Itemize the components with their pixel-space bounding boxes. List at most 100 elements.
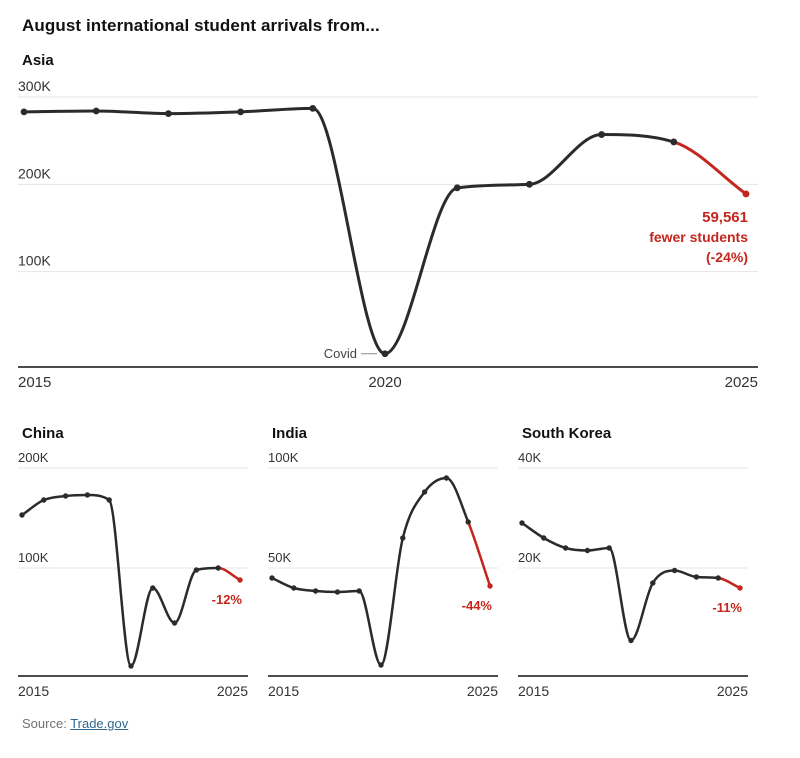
decline-annotation: fewer students — [649, 229, 748, 245]
y-tick-label: 100K — [18, 550, 49, 565]
data-point-dot — [269, 575, 275, 581]
data-point-dot — [128, 663, 134, 669]
data-point-dot — [171, 620, 178, 626]
data-point-dot — [443, 475, 450, 481]
data-point-dot — [541, 535, 547, 541]
series-line-decline — [672, 140, 748, 196]
chart-title-south-korea: South Korea — [522, 425, 612, 442]
decline-annotation: 59,561 — [702, 209, 748, 226]
data-point-dot — [562, 545, 569, 551]
data-point-dot — [606, 545, 612, 551]
line-chart-india: 100K 50K 2015 2025 -44% — [268, 450, 498, 699]
decline-annotation: -44% — [462, 598, 493, 613]
series-line — [520, 521, 720, 642]
data-point-dot — [519, 520, 525, 526]
data-point-dot — [378, 662, 384, 668]
series-line — [20, 493, 220, 668]
gridlines — [268, 467, 498, 569]
data-point-dot — [309, 104, 317, 112]
page-title: August international student arrivals fr… — [22, 16, 380, 35]
chart-title-china: China — [22, 425, 64, 442]
data-point-dot — [421, 489, 428, 495]
y-tick-label: 100K — [18, 253, 51, 269]
y-tick-label: 20K — [518, 550, 541, 565]
y-tick-label: 100K — [268, 450, 299, 465]
series-line-decline — [466, 520, 492, 588]
decline-annotation: -11% — [712, 600, 742, 615]
data-point-dot — [650, 580, 656, 586]
data-point-dot — [84, 492, 91, 498]
series-line — [270, 476, 470, 667]
chart-title-asia: Asia — [22, 52, 54, 69]
decline-annotation: (-24%) — [706, 249, 748, 265]
source-label: Source: — [22, 716, 71, 731]
data-points — [519, 520, 743, 644]
gridlines — [18, 96, 758, 273]
data-point-dot — [165, 110, 172, 117]
y-tick-label: 40K — [518, 450, 541, 465]
x-tick-label: 2015 — [518, 683, 549, 699]
chart-china: China 200K 100K 2015 2025 -12% — [18, 425, 248, 700]
source-link[interactable]: Trade.gov — [70, 716, 129, 731]
y-tick-label: 300K — [18, 78, 51, 94]
data-point-dot — [715, 575, 721, 581]
data-points — [269, 475, 493, 668]
data-point-dot — [312, 588, 319, 594]
y-tick-label: 50K — [268, 550, 291, 565]
source-line: Source: Trade.gov — [22, 716, 800, 731]
data-point-dot — [693, 574, 700, 580]
line-chart-south-korea: 40K 20K 2015 2025 -11% — [518, 450, 748, 699]
data-point-dot — [465, 519, 471, 525]
data-point-dot — [356, 588, 362, 594]
data-point-dot — [215, 565, 221, 571]
data-point-dot — [526, 180, 533, 188]
x-tick-label: 2015 — [18, 374, 51, 391]
data-point-dot — [237, 108, 245, 116]
x-tick-label: 2015 — [18, 683, 49, 699]
data-point-dot — [62, 493, 69, 499]
data-point-dot — [628, 637, 634, 644]
chart-india: India 100K 50K 2015 2025 -44% — [268, 425, 498, 700]
x-tick-label: 2025 — [467, 683, 498, 699]
data-point-dot — [453, 184, 461, 192]
y-tick-label: 200K — [18, 165, 51, 181]
x-tick-label: 2015 — [268, 683, 299, 699]
data-points — [19, 492, 243, 669]
line-chart-asia: 300K 200K 100K 2015 2020 2025 Covid 59,561 fewer… — [18, 78, 758, 391]
x-tick-label: 2025 — [217, 683, 248, 699]
data-point-dot — [193, 567, 200, 573]
series-line-decline — [716, 576, 742, 590]
x-tick-label: 2020 — [368, 374, 401, 391]
data-points — [20, 104, 750, 358]
data-point-dot — [671, 567, 678, 574]
data-point-dot — [584, 547, 591, 554]
x-tick-label: 2025 — [717, 683, 748, 699]
small-multiples-row: China 200K 100K 2015 2025 -12% India 100K 50K… — [18, 425, 800, 700]
data-point-dot — [92, 107, 100, 115]
data-point-dot — [106, 497, 112, 503]
y-tick-label: 200K — [18, 450, 49, 465]
data-point-dot — [20, 108, 28, 116]
series-line-decline — [216, 566, 242, 582]
chart-title-india: India — [272, 425, 308, 442]
data-point-dot — [19, 512, 25, 518]
data-point-dot — [670, 138, 678, 146]
x-tick-label: 2025 — [725, 374, 758, 391]
data-point-dot — [487, 583, 493, 589]
data-point-dot — [742, 190, 750, 198]
gridlines — [518, 467, 748, 569]
data-point-dot — [291, 585, 297, 591]
data-point-dot — [737, 585, 743, 591]
data-point-dot — [334, 589, 341, 595]
data-point-dot — [381, 350, 389, 358]
chart-south-korea: South Korea 40K 20K 2015 2025 -11% — [518, 425, 748, 700]
data-point-dot — [400, 535, 406, 541]
chart-asia: Asia 300K 200K 100K 2015 2020 2025 Covid 59,561… — [18, 52, 800, 397]
covid-annotation: Covid — [324, 346, 357, 361]
data-point-dot — [150, 585, 156, 591]
data-point-dot — [237, 577, 243, 583]
line-chart-china: 200K 100K 2015 2025 -12% — [18, 450, 248, 699]
data-point-dot — [41, 497, 47, 503]
decline-annotation: -12% — [212, 592, 243, 607]
